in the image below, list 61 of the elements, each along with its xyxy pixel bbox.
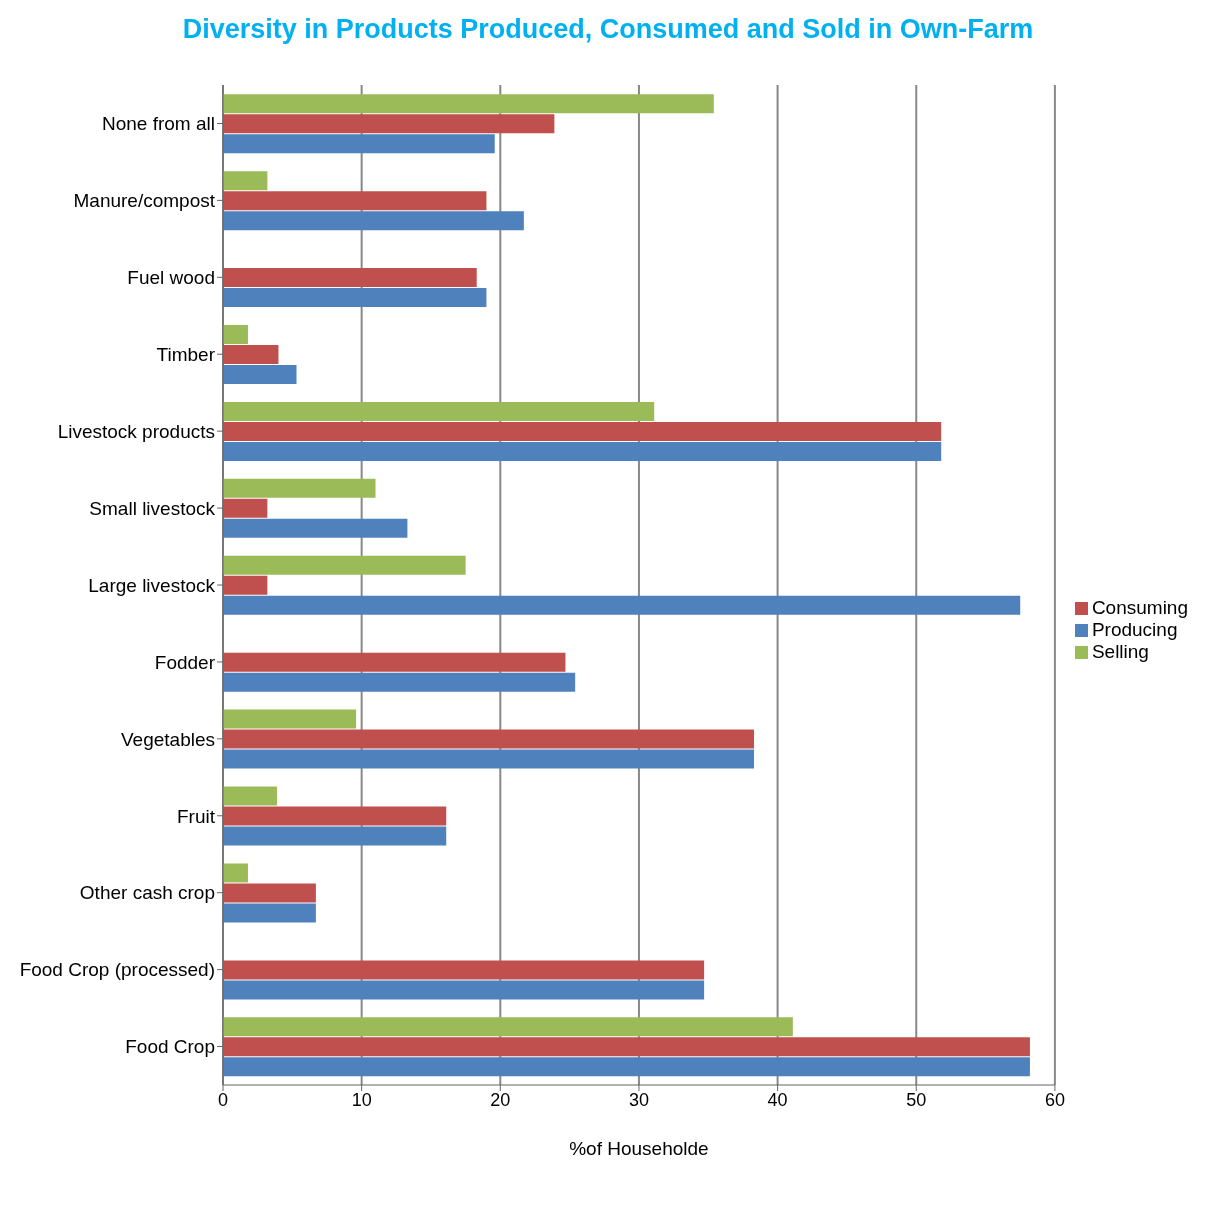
bar	[223, 401, 655, 421]
y-tick-label: Vegetables	[120, 728, 215, 750]
legend-label: Producing	[1091, 619, 1178, 640]
bar	[223, 365, 297, 384]
bar	[223, 883, 316, 903]
bar	[223, 806, 447, 826]
bar	[223, 1017, 793, 1037]
y-tick-label: Small livestock	[89, 497, 216, 519]
bar	[223, 652, 566, 672]
y-tick-label: Livestock products	[57, 420, 215, 442]
y-tick-label: Manure/compost	[73, 190, 216, 212]
bar	[223, 421, 942, 441]
bar	[223, 268, 477, 288]
bar	[223, 478, 376, 498]
bar	[223, 980, 705, 1000]
y-tick-label: Other cash crop	[79, 882, 215, 904]
bar	[223, 749, 755, 769]
bar	[223, 498, 268, 518]
bar	[223, 863, 248, 883]
x-tick-label: 0	[217, 1089, 229, 1110]
x-tick-label: 40	[767, 1089, 788, 1110]
y-tick-label: Large livestock	[88, 574, 216, 596]
bar	[223, 94, 714, 114]
y-tick-label: Food Crop (processed)	[19, 959, 215, 981]
legend-label: Selling	[1091, 641, 1149, 662]
bar	[223, 171, 268, 191]
y-tick-label: Food Crop	[125, 1036, 215, 1058]
x-tick-label: 20	[490, 1089, 511, 1110]
bar	[223, 1037, 1030, 1057]
y-tick-label: Fuel wood	[127, 267, 215, 289]
x-tick-label: 10	[351, 1089, 372, 1110]
bar	[223, 441, 942, 461]
x-tick-label: 60	[1044, 1089, 1065, 1110]
y-tick-label: Timber	[156, 343, 216, 365]
x-axis-title: %of Householde	[569, 1138, 709, 1159]
chart-title: Diversity in Products Produced, Consumed and Sold in Own-Farm	[181, 14, 1035, 45]
bar	[223, 518, 408, 538]
bar	[223, 729, 755, 749]
y-tick-label: None from all	[102, 113, 215, 135]
bar	[223, 672, 576, 692]
bar	[223, 786, 278, 806]
bar	[223, 826, 447, 846]
bar	[223, 325, 248, 344]
bar	[223, 114, 555, 134]
bar	[223, 709, 357, 729]
bar	[223, 191, 487, 211]
bar	[223, 288, 487, 308]
bar	[223, 1057, 1030, 1077]
bar	[223, 903, 316, 923]
bar	[223, 345, 279, 364]
bar	[223, 960, 705, 980]
bar	[223, 211, 524, 231]
bar	[223, 595, 1021, 615]
legend-label: Consuming	[1091, 597, 1188, 618]
bar	[223, 555, 466, 575]
x-tick-label: 30	[628, 1089, 649, 1110]
y-tick-label: Fruit	[177, 805, 216, 827]
y-tick-label: Fodder	[154, 651, 216, 673]
x-tick-label: 50	[906, 1089, 927, 1110]
bar	[223, 575, 268, 595]
bar	[223, 134, 495, 154]
